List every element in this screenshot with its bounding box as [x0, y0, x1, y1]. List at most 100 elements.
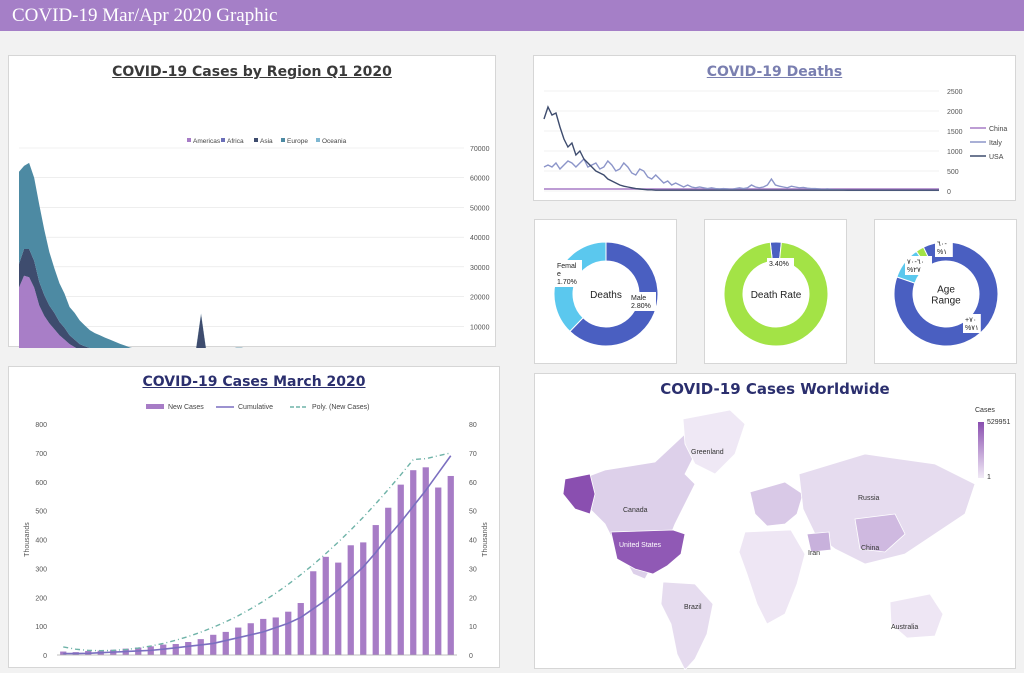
map-label-united-states: United States: [619, 542, 662, 549]
march-ytick-right: 10: [469, 624, 477, 631]
age-donut-center-label: Range: [931, 296, 961, 307]
region-ytick: 50000: [470, 205, 490, 212]
march-bar: [185, 642, 192, 655]
deaths-donut-label-bg: [629, 292, 656, 311]
map-alaska: [562, 473, 596, 515]
deaths-chart: 2500 2000 1500 1000 500 0 China Italy USA: [543, 89, 1007, 196]
map-label-australia: Australia: [891, 624, 919, 631]
march-bar: [335, 562, 342, 655]
march-bar: [272, 617, 279, 655]
deaths-legend-item: Italy: [989, 140, 1002, 147]
march-bar: [222, 631, 229, 655]
march-bar: [310, 571, 317, 655]
region-legend-swatch: [254, 138, 258, 142]
march-ytick-left: 0: [43, 653, 47, 660]
deaths-ytick: 2000: [947, 109, 963, 116]
map-legend-max: 529951: [987, 419, 1011, 426]
banner-title: COVID-19 Mar/Apr 2020 Graphic: [12, 5, 278, 26]
march-ytick-left: 600: [35, 480, 47, 487]
march-ytick-left: 300: [35, 566, 47, 573]
region-series-europe: [19, 162, 244, 348]
rate-donut-panel: Death Rate 3.40%: [704, 219, 847, 364]
age-donut-slice-label: ٦٠-: [937, 241, 948, 248]
march-ytick-right: 0: [469, 653, 473, 660]
march-ytick-left: 200: [35, 595, 47, 602]
march-ytick-right: 30: [469, 566, 477, 573]
march-ytick-left: 400: [35, 538, 47, 545]
march-bar: [172, 644, 179, 655]
march-ytick-right: 80: [469, 422, 477, 429]
region-ytick: 20000: [470, 295, 490, 302]
region-ytick: 40000: [470, 235, 490, 242]
world-map: [562, 409, 984, 670]
deaths-ytick: 2500: [947, 89, 963, 96]
march-ytick-right: 50: [469, 509, 477, 516]
march-bar: [260, 618, 267, 655]
region-legend-item: Africa: [227, 138, 244, 145]
map-iran: [806, 531, 832, 553]
rate-donut: Death Rate 3.40%: [723, 241, 829, 347]
march-poly-line: [63, 452, 451, 652]
map-africa: [738, 529, 806, 625]
deaths-legend-item: China: [989, 126, 1007, 133]
march-legend-item: New Cases: [168, 404, 204, 411]
map-label-brazil: Brazil: [684, 604, 702, 611]
march-bar: [397, 484, 404, 655]
region-legend-item: Americas: [193, 138, 221, 145]
deaths-donut-panel: Deaths Male 2.80% Femal e 1.70%: [534, 219, 677, 364]
age-donut-slice-label: %٢٧: [907, 267, 921, 274]
map-greenland: [682, 409, 746, 475]
region-legend-swatch: [281, 138, 285, 142]
march-ytick-right: 20: [469, 595, 477, 602]
march-ytick-right: 60: [469, 480, 477, 487]
march-ytick-right: 70: [469, 451, 477, 458]
region-legend-swatch: [187, 138, 191, 142]
deaths-donut-slice-label: Male: [631, 295, 646, 302]
map-legend-title: Cases: [975, 407, 995, 414]
march-chart-panel: COVID-19 Cases March 2020 800 80 700 70 600 6…: [8, 366, 500, 668]
region-series-oceania: [19, 162, 244, 348]
march-bar: [422, 467, 429, 655]
region-legend-item: Asia: [260, 138, 273, 145]
deaths-chart-panel: COVID-19 Deaths 2500 2000 1500 1000 500 0 Chin…: [533, 55, 1016, 201]
region-ytick: 30000: [470, 265, 490, 272]
age-donut-slice-label: %٧١: [965, 325, 979, 332]
age-donut-panel: Age Range +٧٠ %٧١ ٦٠-٧٠ %٢٧ ٦٠- %١: [874, 219, 1017, 364]
age-donut-label-bg: [963, 314, 981, 333]
march-bar: [372, 525, 379, 655]
march-bar: [297, 603, 304, 655]
map-label-canada: Canada: [623, 507, 648, 514]
march-ylabel-right: Thousands: [482, 522, 489, 557]
march-bar: [360, 542, 367, 655]
world-map-panel: COVID-19 Cases Worldwide Cases 529951 1 …: [534, 373, 1016, 670]
rate-donut-center-label: Death Rate: [751, 290, 802, 301]
region-ytick: 10000: [470, 324, 490, 331]
age-donut-slice-label: ٦٠-٧٠: [907, 259, 924, 266]
age-donut-slice-label: +٧٠: [965, 317, 977, 324]
deaths-ytick: 500: [947, 169, 959, 176]
march-bar: [210, 634, 217, 655]
march-ytick-right: 40: [469, 538, 477, 545]
region-chart: 700006000050000400003000020000100000٢/٢٦…: [19, 138, 490, 348]
deaths-donut-slice-label: Femal: [557, 263, 577, 270]
map-legend-min: 1: [987, 474, 991, 481]
age-donut-label-bg: [935, 238, 953, 257]
map-label-russia: Russia: [858, 495, 880, 502]
march-bar: [322, 556, 329, 655]
world-map-title: COVID-19 Cases Worldwide: [660, 380, 890, 398]
march-legend-item: Poly. (New Cases): [312, 404, 369, 411]
region-chart-title: COVID-19 Cases by Region Q1 2020: [112, 64, 392, 80]
march-bar: [447, 475, 454, 655]
map-usa: [610, 529, 686, 575]
march-bar: [435, 487, 442, 655]
map-europe: [749, 481, 804, 527]
deaths-chart-title: COVID-19 Deaths: [706, 64, 843, 80]
map-australia: [889, 593, 944, 639]
march-bar: [285, 611, 292, 655]
age-donut-label-bg: [905, 256, 932, 275]
region-legend-swatch: [316, 138, 320, 142]
deaths-donut-slice-label: 2.80%: [631, 303, 651, 310]
march-ylabel-left: Thousands: [24, 522, 31, 557]
